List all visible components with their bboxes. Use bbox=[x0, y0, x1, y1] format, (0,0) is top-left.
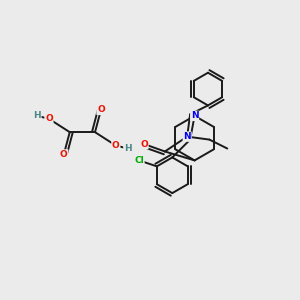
Text: O: O bbox=[45, 114, 53, 123]
Text: N: N bbox=[183, 132, 191, 141]
Text: O: O bbox=[140, 140, 148, 148]
Text: O: O bbox=[112, 141, 120, 150]
Text: O: O bbox=[60, 150, 68, 159]
Text: H: H bbox=[33, 111, 41, 120]
Text: H: H bbox=[124, 144, 131, 153]
Text: Cl: Cl bbox=[134, 156, 144, 165]
Text: O: O bbox=[97, 105, 105, 114]
Text: N: N bbox=[191, 111, 198, 120]
